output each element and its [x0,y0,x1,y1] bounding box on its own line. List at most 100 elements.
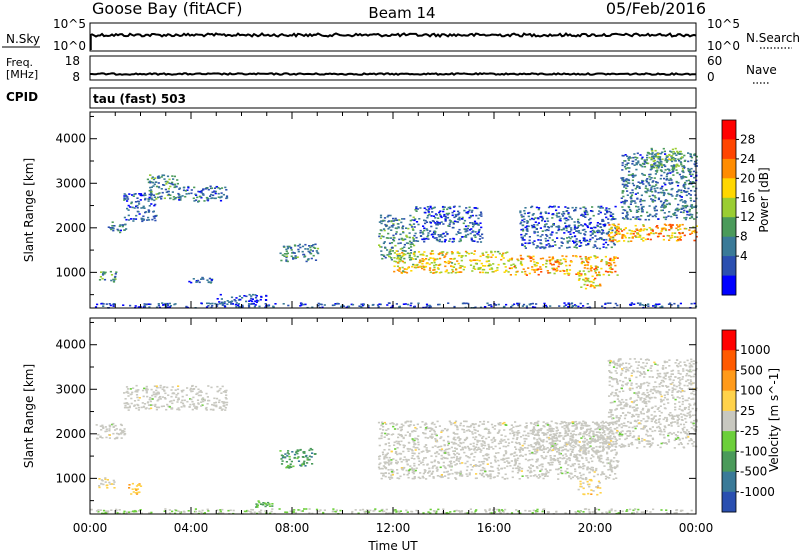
velocity-data-cell [106,484,108,486]
power-data-cell [682,168,684,170]
power-data-cell [494,251,496,253]
power-data-cell [641,304,643,306]
power-data-cell [425,209,427,211]
power-data-cell [674,236,676,238]
velocity-data-cell [146,386,148,388]
velocity-data-cell [444,445,446,447]
power-data-cell [617,274,619,276]
power-data-cell [415,267,417,269]
power-data-cell [657,192,659,194]
velocity-data-cell [414,427,416,429]
power-data-cell [600,206,602,208]
power-data-cell [211,187,213,189]
velocity-data-cell [385,429,387,431]
power-data-cell [452,227,454,229]
power-data-cell [685,217,687,219]
velocity-data-cell [440,467,442,469]
power-data-cell [651,191,653,193]
power-data-cell [658,303,660,305]
velocity-data-cell [399,444,401,446]
power-data-cell [410,244,412,246]
power-data-cell [623,186,625,188]
velocity-data-cell [123,392,125,394]
power-data-cell [532,242,534,244]
velocity-data-cell [113,481,115,483]
velocity-data-cell [423,457,425,459]
power-data-cell [487,272,489,274]
velocity-data-cell [549,464,551,466]
power-data-cell [540,236,542,238]
power-data-cell [384,217,386,219]
power-data-cell [601,306,603,308]
power-data-cell [399,255,401,257]
velocity-data-cell [607,463,609,465]
power-data-cell [692,174,694,176]
velocity-data-cell [206,409,208,411]
power-data-cell [567,242,569,244]
power-data-cell [509,268,511,270]
velocity-data-cell [524,441,526,443]
velocity-data-cell [399,476,401,478]
power-data-cell [393,261,395,263]
power-data-cell [390,249,392,251]
power-data-cell [611,272,613,274]
power-data-cell [663,195,665,197]
power-data-cell [168,194,170,196]
velocity-data-cell [610,450,612,452]
velocity-data-cell [580,475,582,477]
velocity-data-cell [450,422,452,424]
power-data-cell [548,257,550,259]
velocity-data-cell [205,407,207,409]
power-data-cell [415,258,417,260]
velocity-data-cell [566,455,568,457]
power-data-cell [596,269,598,271]
power-data-cell [503,306,505,308]
power-data-cell [661,229,663,231]
power-data-cell [572,240,574,242]
power-data-cell [556,270,558,272]
power-data-cell [148,303,150,305]
velocity-data-cell [131,403,133,405]
velocity-data-cell [100,429,102,431]
power-data-cell [615,257,617,259]
velocity-data-cell [516,460,518,462]
power-data-cell [169,197,171,199]
velocity-data-cell [474,452,476,454]
power-data-cell [439,239,441,241]
power-data-cell [690,160,692,162]
power-data-cell [426,236,428,238]
velocity-data-cell [381,433,383,435]
power-data-cell [227,300,229,302]
power-data-cell [220,294,222,296]
power-data-cell [654,215,656,217]
power-data-cell [177,183,179,185]
power-data-cell [206,199,208,201]
power-data-cell [133,218,135,220]
power-data-cell [317,248,319,250]
velocity-data-cell [614,449,616,451]
power-data-cell [472,230,474,232]
power-data-cell [407,253,409,255]
power-data-cell [417,224,419,226]
velocity-data-cell [133,491,135,493]
velocity-data-cell [169,406,171,408]
power-colorbar-swatch [722,159,736,179]
velocity-data-cell [609,464,611,466]
power-data-cell [614,239,616,241]
velocity-data-cell [137,399,139,401]
power-data-cell [562,211,564,213]
velocity-data-cell [467,466,469,468]
power-data-cell [396,250,398,252]
velocity-data-cell [141,407,143,409]
power-data-cell [254,306,256,308]
velocity-data-cell [456,472,458,474]
velocity-data-cell [388,460,390,462]
power-data-cell [680,211,682,213]
power-data-cell [392,218,394,220]
power-data-cell [546,223,548,225]
power-data-cell [485,272,487,274]
power-data-cell [304,244,306,246]
velocity-data-cell [105,426,107,428]
power-data-cell [624,235,626,237]
power-data-cell [622,236,624,238]
